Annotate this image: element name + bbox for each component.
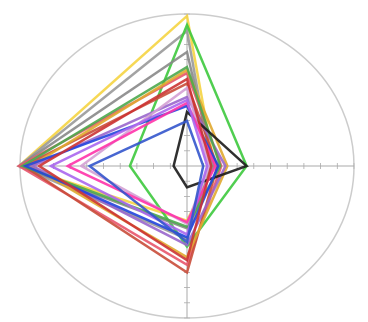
radar-series-14 (36, 77, 213, 263)
radar-series-10 (172, 109, 249, 189)
radar-axes (19, 13, 355, 319)
radar-series-group (16, 13, 249, 275)
radar-series-6 (21, 81, 219, 275)
radar-series-15 (48, 98, 209, 237)
radar-series-16 (87, 119, 205, 245)
